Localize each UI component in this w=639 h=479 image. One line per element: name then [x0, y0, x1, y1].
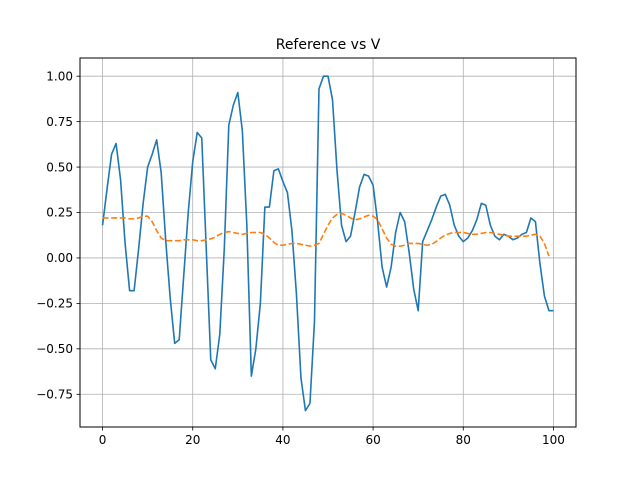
x-tick-label: 80	[456, 433, 471, 447]
x-axis-ticks: 0 20 40 60 80 100	[99, 427, 565, 447]
y-tick-label: 0.50	[46, 160, 73, 174]
data-series	[101, 75, 554, 412]
chart-title: Reference vs V	[276, 37, 381, 53]
y-tick-label: 0.25	[46, 206, 73, 220]
y-tick-label: −0.75	[36, 387, 73, 401]
y-tick-label: −0.50	[36, 342, 73, 356]
x-tick-label: 100	[542, 433, 565, 447]
y-tick-label: 0.00	[46, 251, 73, 265]
y-tick-label: −0.25	[36, 297, 73, 311]
plot-frame	[79, 57, 577, 428]
series-line-solid	[101, 75, 554, 412]
x-tick-label: 40	[275, 433, 290, 447]
x-tick-label: 0	[99, 433, 107, 447]
series-line-dashed	[102, 212, 550, 257]
y-axis-ticks: −0.75 −0.50 −0.25 0.00 0.25 0.50 0.75 1.00	[36, 69, 80, 401]
y-tick-label: 1.00	[46, 69, 73, 83]
x-tick-label: 60	[365, 433, 380, 447]
y-tick-label: 0.75	[46, 115, 73, 129]
x-tick-label: 20	[185, 433, 200, 447]
